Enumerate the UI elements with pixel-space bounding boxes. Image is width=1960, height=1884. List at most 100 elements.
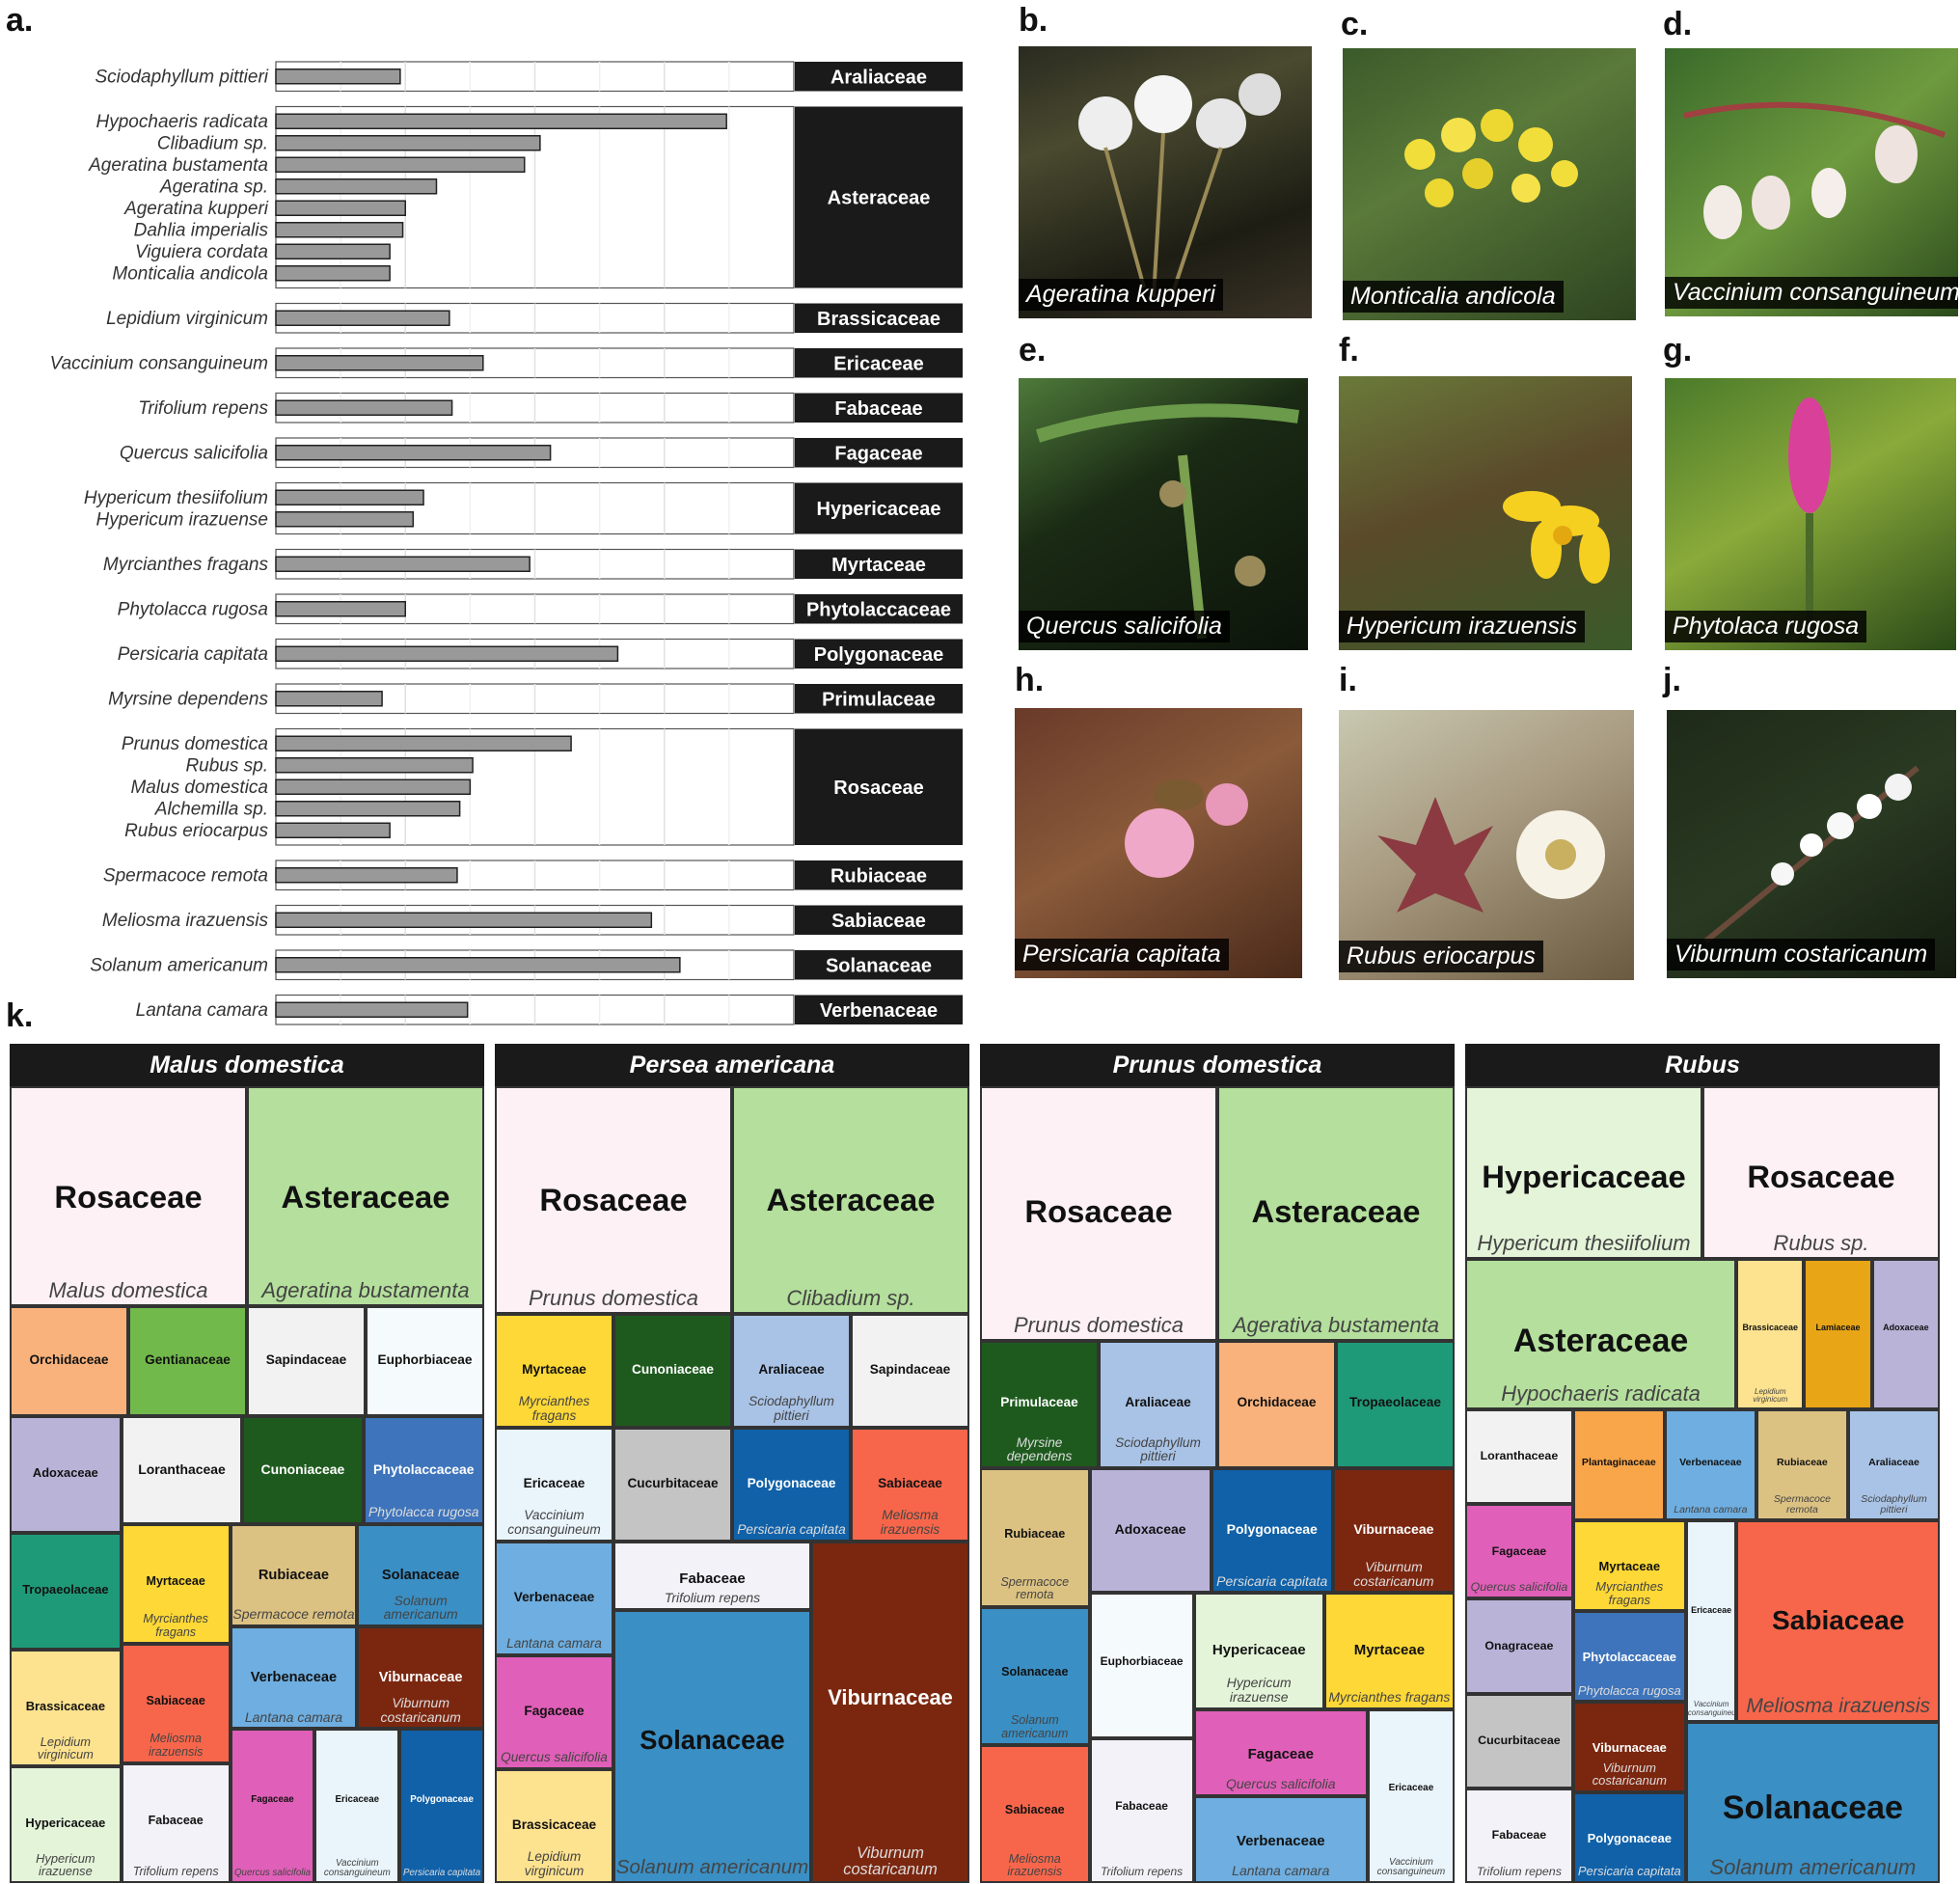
treemap-family-label: Fagaceae bbox=[1247, 1745, 1314, 1762]
treemap-family-label: Rubiaceae bbox=[258, 1567, 330, 1583]
bar bbox=[275, 243, 391, 259]
treemap-cell: Viburnaceae Viburnum costaricanum bbox=[811, 1542, 969, 1883]
treemap-family-label: Fabaceae bbox=[148, 1814, 204, 1828]
treemap-species-label: Spermacoce remota bbox=[1000, 1575, 1070, 1602]
treemap-species-label: Lantana camara bbox=[1232, 1863, 1330, 1879]
treemap-species-label: Rubus sp. bbox=[1773, 1230, 1869, 1255]
treemap-cell: Solanaceae Solanum americanum bbox=[980, 1606, 1090, 1745]
treemap-family-label: Sapindaceae bbox=[265, 1352, 347, 1368]
treemap-cell: Polygonaceae Persicaria capitata bbox=[1572, 1792, 1686, 1883]
bar bbox=[275, 511, 415, 528]
treemap-cell: Loranthaceae bbox=[121, 1415, 243, 1524]
flower-illustration bbox=[1078, 73, 1281, 298]
treemap-cell: Verbenaceae Lantana camara bbox=[495, 1542, 613, 1655]
bar bbox=[275, 735, 572, 751]
treemap-cell: Verbenaceae Lantana camara bbox=[1193, 1795, 1368, 1883]
treemap-cell: Rubiaceae Spermacoce remota bbox=[1756, 1408, 1848, 1521]
family-label: Hypericaceae bbox=[817, 499, 941, 520]
family-strip bbox=[795, 62, 963, 92]
treemap-cell: Asteraceae Agerativa bustamenta bbox=[1217, 1086, 1455, 1342]
treemap-cell: Phytolaccaceae Phytolacca rugosa bbox=[1572, 1611, 1686, 1703]
treemap-panel-malus: Malus domestica Rosaceae Malus domestica A… bbox=[10, 1044, 484, 1883]
bar bbox=[275, 1001, 469, 1018]
bar bbox=[275, 445, 552, 461]
treemap-family-label: Asteraceae bbox=[1512, 1322, 1689, 1359]
treemap-family-label: Verbenaceae bbox=[513, 1589, 595, 1604]
species-label: Clibadium sp. bbox=[157, 133, 268, 153]
treemap-cell: Cunoniaceae bbox=[613, 1314, 732, 1428]
treemap-family-label: Ericaceae bbox=[523, 1475, 585, 1490]
treemap-family-label: Brassicaceae bbox=[511, 1816, 597, 1832]
treemap-species-label: Myrcianthes fragans bbox=[1595, 1579, 1664, 1607]
treemap-family-label: Rubiaceae bbox=[1777, 1456, 1828, 1468]
treemap-cell: Araliaceae Sciodaphyllum pittieri bbox=[1099, 1341, 1217, 1469]
panel-label-h: h. bbox=[1015, 662, 1045, 698]
treemap-cell: Cucurbitaceae bbox=[613, 1428, 732, 1542]
species-label: Rubus sp. bbox=[185, 755, 268, 776]
treemap-species-label: Quercus salicifolia bbox=[233, 1867, 312, 1878]
bar bbox=[275, 912, 653, 928]
treemap-cell: Rubiaceae Spermacoce remota bbox=[980, 1468, 1090, 1607]
treemap-title: Persea americana bbox=[495, 1044, 969, 1086]
treemap-family-label: Loranthaceae bbox=[1480, 1449, 1559, 1463]
treemap-family-label: Sapindaceae bbox=[869, 1361, 951, 1377]
panel-label-a: a. bbox=[6, 2, 34, 39]
treemap-body: Rosaceae Prunus domestica Asteraceae Agerat… bbox=[980, 1086, 1455, 1883]
photo-caption: Monticalia andicola bbox=[1343, 281, 1564, 313]
family-label: Asteraceae bbox=[828, 188, 931, 209]
treemap-species-label: Phytolacca rugosa bbox=[1577, 1682, 1681, 1698]
treemap-cell: Hypericaceae Hypericum thesiifolium bbox=[1465, 1086, 1702, 1259]
photo-ageratina-kupperi: Ageratina kupperi bbox=[1019, 46, 1312, 318]
species-label: Hypochaeris radicata bbox=[96, 112, 268, 132]
treemap-family-label: Orchidaceae bbox=[1237, 1395, 1317, 1410]
family-strip bbox=[795, 594, 963, 624]
species-label: Ageratina bustamenta bbox=[88, 155, 268, 176]
flower-illustration bbox=[1683, 101, 1946, 239]
treemap-species-label: Solanum americanum bbox=[615, 1856, 809, 1879]
bar bbox=[275, 68, 401, 85]
treemap-species-label: Quercus salicifolia bbox=[1225, 1776, 1336, 1792]
species-label: Trifolium repens bbox=[138, 398, 268, 419]
treemap-cell: Sapindaceae bbox=[247, 1305, 366, 1416]
photo-caption: Vaccinium consanguineum bbox=[1665, 277, 1958, 309]
treemap-body: Rosaceae Prunus domestica Asteraceae Clibad… bbox=[495, 1086, 969, 1883]
treemap-family-label: Asteraceae bbox=[766, 1182, 936, 1218]
treemap-family-label: Fabaceae bbox=[1491, 1828, 1547, 1843]
treemap-cell: Rosaceae Prunus domestica bbox=[495, 1086, 732, 1314]
bar bbox=[275, 489, 424, 505]
flower-illustration bbox=[1788, 397, 1831, 629]
species-label: Ageratina kupperi bbox=[123, 199, 269, 219]
treemap-cell: Fabaceae Trifolium repens bbox=[1465, 1788, 1573, 1883]
treemap-family-label: Fagaceae bbox=[524, 1703, 585, 1718]
species-label: Myrcianthes fragans bbox=[103, 555, 269, 575]
treemap-species-label: Myrsine dependens bbox=[1006, 1434, 1073, 1464]
treemap-cell: Onagraceae bbox=[1465, 1598, 1573, 1694]
bar bbox=[275, 556, 531, 572]
family-strip bbox=[795, 106, 963, 288]
treemap-cell: Ericaceae Vaccinium consanguineum bbox=[1685, 1520, 1737, 1723]
flower-illustration bbox=[1703, 765, 1919, 944]
family-label: Sabiaceae bbox=[831, 911, 926, 932]
treemap-species-label: Malus domestica bbox=[48, 1277, 208, 1302]
treemap-cell: Loranthaceae bbox=[1465, 1408, 1573, 1505]
treemap-cell: Verbenaceae Lantana camara bbox=[1664, 1408, 1756, 1521]
treemap-cell: Myrtaceae Myrcianthes fragans bbox=[1572, 1520, 1686, 1612]
treemap-family-label: Rubiaceae bbox=[1004, 1526, 1066, 1541]
species-label: Viguiera cordata bbox=[135, 242, 268, 262]
treemap-cell: Solanaceae Solanum americanum bbox=[1685, 1722, 1940, 1883]
treemap-family-label: Rosaceae bbox=[1024, 1193, 1173, 1230]
bar bbox=[275, 135, 541, 151]
treemap-cell: Asteraceae Hypochaeris radicata bbox=[1465, 1258, 1737, 1409]
species-label: Phytolacca rugosa bbox=[118, 599, 268, 619]
treemap-cell: Fabaceae Trifolium repens bbox=[613, 1542, 811, 1610]
treemap-cell: Fagaceae Quercus salicifolia bbox=[1465, 1504, 1573, 1599]
treemap-family-label: Myrtaceae bbox=[146, 1573, 205, 1588]
treemap-family-label: Plantaginaceae bbox=[1581, 1456, 1656, 1468]
treemap-body: Rosaceae Malus domestica Asteraceae Agerati… bbox=[10, 1086, 484, 1883]
bar bbox=[275, 867, 458, 884]
treemap-cell: Viburnaceae Viburnum costaricanum bbox=[1572, 1702, 1686, 1793]
species-label: Meliosma irazuensis bbox=[102, 911, 269, 931]
family-strip bbox=[795, 303, 963, 333]
treemap-cell: Orchidaceae bbox=[1217, 1341, 1336, 1469]
photo-rubus-eriocarpus: Rubus eriocarpus bbox=[1339, 710, 1634, 980]
